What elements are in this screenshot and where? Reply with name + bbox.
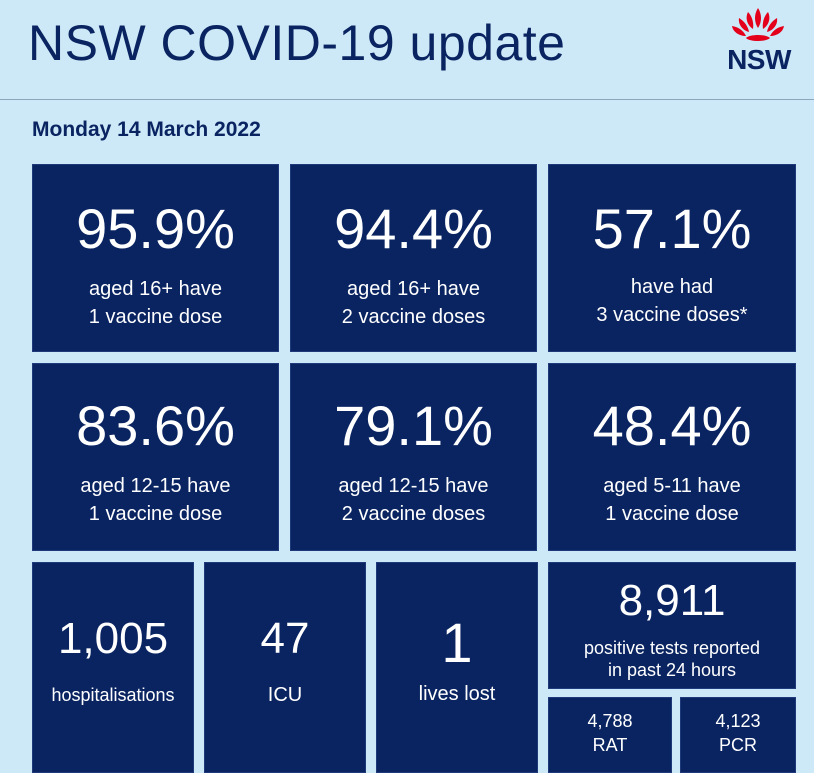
icu-value: 47 bbox=[260, 614, 310, 663]
rat-label: RAT bbox=[592, 735, 628, 755]
tile-caption-line2: 1 vaccine dose bbox=[605, 503, 739, 525]
page-title: NSW COVID-19 update bbox=[28, 15, 566, 71]
hospitalisations-value: 1,005 bbox=[57, 614, 169, 663]
tile-caption-line1: aged 12-15 have bbox=[338, 475, 489, 497]
header: NSW COVID-19 update NSW bbox=[0, 0, 814, 100]
tile-caption-line2: 2 vaccine doses bbox=[341, 503, 486, 525]
tile-value: 57.1% bbox=[592, 197, 752, 260]
pcr-label: PCR bbox=[718, 735, 757, 755]
tile-caption-line2: 2 vaccine doses bbox=[341, 306, 486, 328]
vaccine-tile: 95.9% aged 16+ have 1 vaccine dose bbox=[32, 164, 279, 352]
tile-caption-line1: have had bbox=[630, 276, 714, 298]
rat-tile: 4,788 RAT bbox=[548, 697, 672, 773]
hospitalisations-tile: 1,005 hospitalisations bbox=[32, 562, 194, 773]
vaccine-tile: 48.4% aged 5-11 have 1 vaccine dose bbox=[548, 363, 796, 551]
tile-value: 48.4% bbox=[592, 394, 752, 457]
tile-caption-line1: aged 5-11 have bbox=[603, 475, 741, 497]
vaccine-tile: 94.4% aged 16+ have 2 vaccine doses bbox=[290, 164, 537, 352]
vaccine-tile: 79.1% aged 12-15 have 2 vaccine doses bbox=[290, 363, 537, 551]
icu-label: ICU bbox=[267, 684, 303, 706]
positive-tests-tile: 8,911 positive tests reported in past 24… bbox=[548, 562, 796, 689]
lives-lost-value: 1 bbox=[441, 611, 473, 674]
tile-value: 95.9% bbox=[76, 197, 235, 260]
report-date: Monday 14 March 2022 bbox=[32, 118, 261, 141]
pcr-value: 4,123 bbox=[715, 711, 761, 731]
logo-text: NSW bbox=[727, 44, 791, 75]
tile-value: 94.4% bbox=[334, 197, 493, 260]
vaccine-tile: 83.6% aged 12-15 have 1 vaccine dose bbox=[32, 363, 279, 551]
hospitalisations-label: hospitalisations bbox=[51, 685, 175, 705]
pcr-tile: 4,123 PCR bbox=[680, 697, 796, 773]
icu-tile: 47 ICU bbox=[204, 562, 366, 773]
lives-lost-label: lives lost bbox=[418, 683, 496, 705]
positive-tests-line1: positive tests reported bbox=[583, 638, 761, 658]
rat-value: 4,788 bbox=[587, 711, 633, 731]
waratah-icon bbox=[732, 8, 784, 41]
tile-caption-line1: aged 16+ have bbox=[89, 278, 222, 300]
tile-caption-line2: 1 vaccine dose bbox=[88, 503, 223, 525]
positive-tests-value: 8,911 bbox=[618, 576, 726, 625]
positive-tests-line2: in past 24 hours bbox=[607, 660, 737, 680]
vaccine-tile: 57.1% have had 3 vaccine doses* bbox=[548, 164, 796, 352]
tile-caption-line2: 1 vaccine dose bbox=[88, 306, 223, 328]
tile-value: 83.6% bbox=[76, 394, 235, 457]
tile-value: 79.1% bbox=[334, 394, 493, 457]
tile-caption-line2: 3 vaccine doses* bbox=[596, 304, 748, 326]
tile-caption-line1: aged 12-15 have bbox=[80, 475, 231, 497]
lives-lost-tile: 1 lives lost bbox=[376, 562, 538, 773]
tile-caption-line1: aged 16+ have bbox=[347, 278, 480, 300]
